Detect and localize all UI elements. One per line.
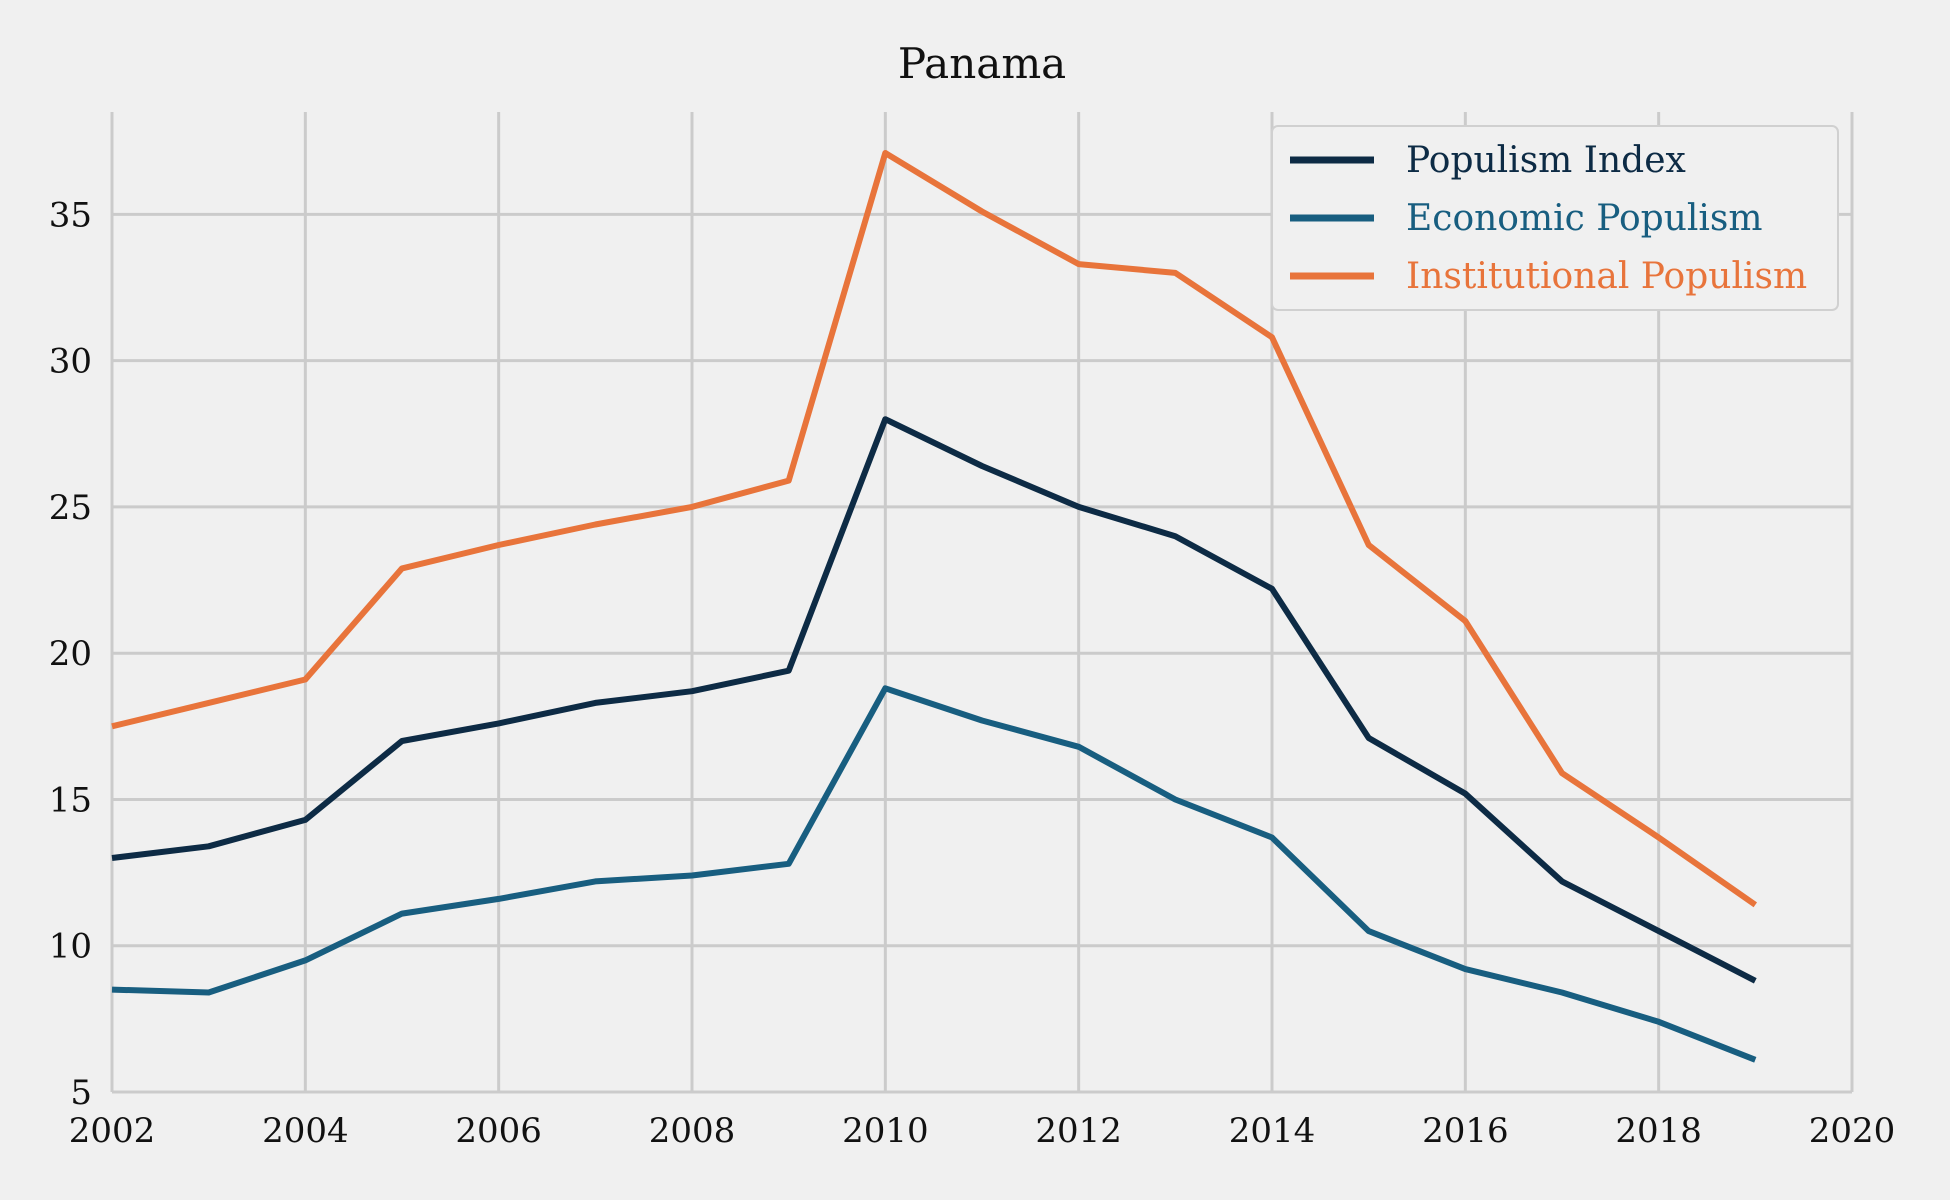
y-tick-label: 10 [49, 927, 92, 967]
x-tick-label: 2002 [69, 1111, 156, 1151]
tick-labels: 2002 2004 2006 2008 2010 2012 2014 2016 2018 2020… [49, 195, 1896, 1151]
series-line-institutional-populism [111, 150, 1758, 908]
legend-box [1271, 125, 1839, 311]
legend-label: Institutional Populism [1406, 256, 1807, 297]
y-tick-label: 30 [49, 342, 92, 382]
y-tick-label: 5 [70, 1073, 92, 1113]
series-line-populism-index [111, 416, 1757, 984]
y-tick-label: 20 [49, 634, 92, 674]
chart-title: Panama [898, 39, 1066, 88]
series-line-economic-populism [111, 685, 1757, 1063]
y-tick-label: 25 [49, 488, 92, 528]
legend-label: Populism Index [1406, 140, 1686, 181]
x-tick-label: 2010 [842, 1111, 929, 1151]
y-tick-label: 35 [49, 195, 92, 235]
y-tick-label: 15 [49, 780, 92, 820]
x-tick-label: 2018 [1615, 1111, 1702, 1151]
legend: Populism Index Economic Populism Instituti… [1271, 125, 1839, 311]
x-tick-label: 2016 [1422, 1111, 1509, 1151]
x-tick-label: 2008 [649, 1111, 736, 1151]
x-tick-label: 2006 [455, 1111, 542, 1151]
x-tick-label: 2004 [262, 1111, 349, 1151]
x-tick-label: 2020 [1809, 1111, 1896, 1151]
legend-label: Economic Populism [1406, 198, 1763, 239]
x-tick-label: 2014 [1229, 1111, 1316, 1151]
series-lines [111, 150, 1758, 1063]
x-tick-label: 2012 [1035, 1111, 1122, 1151]
